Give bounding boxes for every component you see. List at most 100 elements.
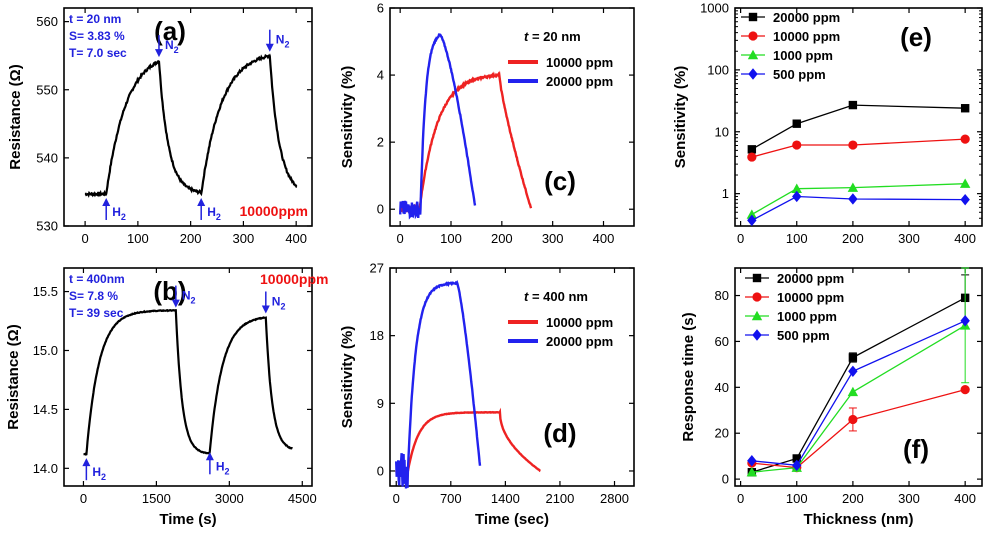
x-axis-label: Thickness (nm) [803, 511, 913, 528]
square-marker [747, 145, 757, 154]
triangle-marker [791, 183, 802, 193]
legend-label: 1000 ppm [773, 48, 833, 63]
plot-frame [63, 267, 313, 487]
circle-marker [748, 31, 758, 41]
legend-label: 10000 ppm [773, 29, 840, 44]
square-marker [848, 100, 858, 110]
series-line [751, 138, 966, 158]
panel-f-axes: 0 100 200 300 400 0 20 40 60 80 Response time (s) T… [680, 267, 983, 528]
y-tick-label: 550 [36, 82, 58, 97]
y-tick-label: 1 [722, 186, 729, 201]
n2-arrow-marker: N2 [154, 35, 179, 58]
x-tick-label: 300 [898, 231, 920, 246]
series-500-ppm [747, 315, 970, 472]
legend-title-var: t [524, 289, 529, 304]
y-tick-label: 80 [715, 288, 729, 303]
legend-title-rest: = 20 nm [528, 29, 580, 44]
gas-label: H2 [112, 205, 126, 222]
x-tick-label: 100 [786, 491, 808, 506]
y-axis-label: Sensitivity (%) [672, 66, 689, 169]
x-tick-label: 400 [593, 231, 615, 246]
arrow-down-icon [171, 299, 180, 308]
info-text: t = 400nm [69, 272, 125, 286]
x-tick-label: 4500 [288, 491, 317, 506]
x-tick-label: 300 [898, 491, 920, 506]
arrow-up-icon [205, 452, 214, 461]
panel-label: (d) [543, 418, 576, 448]
sensitivity-trace-20000-ppm [399, 33, 477, 220]
series-1000-ppm [746, 178, 971, 219]
circle-marker [960, 385, 970, 395]
diamond-marker [792, 459, 802, 472]
gas-label: H2 [207, 205, 221, 222]
resistance-trace [84, 53, 298, 198]
gas-label: H2 [216, 459, 230, 476]
circle-marker [752, 292, 762, 302]
info-text: t = 20 nm [69, 12, 121, 26]
arrow-down-icon [261, 305, 270, 314]
square-marker [792, 119, 801, 128]
x-tick-label: 100 [127, 231, 149, 246]
y-tick-label: 4 [377, 68, 384, 83]
gas-label: H2 [92, 465, 106, 482]
circle-marker [960, 134, 970, 144]
square-marker [792, 454, 801, 463]
y-axis-label: Resistance (Ω) [5, 324, 22, 429]
gas-subscript: 2 [216, 212, 221, 222]
gas-subscript: 2 [280, 301, 285, 311]
gas-label: N2 [272, 294, 286, 311]
y-tick-label: 20 [715, 426, 729, 441]
y-tick-label: 10 [715, 124, 729, 139]
y-tick-label: 530 [36, 219, 58, 234]
gas-label: N2 [276, 33, 290, 50]
triangle-marker [747, 49, 759, 60]
x-tick-label: 200 [842, 231, 864, 246]
y-tick-label: 100 [707, 62, 729, 77]
n2-arrow-marker: N2 [265, 29, 290, 52]
series-line [751, 320, 966, 466]
x-tick-label: 700 [440, 491, 462, 506]
x-tick-label: 200 [180, 231, 202, 246]
info-text: S= 3.83 % [69, 29, 125, 43]
legend-label: 500 ppm [777, 328, 830, 343]
y-tick-label: 0 [377, 202, 384, 217]
gas-subscript: 2 [174, 45, 179, 55]
circle-marker [747, 152, 757, 162]
series-line [751, 324, 966, 473]
y-tick-label: 9 [377, 396, 384, 411]
triangle-marker [746, 467, 758, 477]
plot-frame [389, 7, 635, 227]
y-axis-label: Sensitivity (%) [339, 66, 356, 169]
plot-frame [734, 267, 983, 487]
x-tick-label: 1500 [142, 491, 171, 506]
circle-marker [848, 140, 858, 150]
y-tick-label: 27 [370, 261, 384, 276]
concentration-label: 10000ppm [240, 203, 308, 219]
series-500-ppm [747, 190, 970, 227]
legend-label: 1000 ppm [777, 309, 837, 324]
diamond-marker [752, 329, 762, 341]
panel-c-axes: 0 100 200 300 400 0 2 4 6 Sensitivity (%) (c) [339, 1, 635, 246]
diamond-marker [960, 193, 970, 206]
x-tick-label: 100 [786, 231, 808, 246]
x-tick-label: 200 [842, 491, 864, 506]
triangle-marker [847, 386, 859, 397]
legend-label: 10000 ppm [546, 315, 613, 330]
h2-arrow-marker: H2 [197, 197, 221, 222]
h2-arrow-marker: H2 [82, 458, 106, 482]
plot-frame [734, 7, 983, 227]
resistance-trace [83, 308, 294, 456]
triangle-marker [751, 310, 763, 321]
legend-label: 500 ppm [773, 67, 826, 82]
gas-subscript: 2 [191, 296, 196, 306]
x-axis-label: Time (s) [159, 511, 216, 528]
series-10000-ppm [747, 385, 970, 473]
legend-title: t = 20 nm [524, 29, 581, 44]
plot-frame [63, 7, 313, 227]
diamond-marker [747, 214, 757, 227]
x-tick-label: 100 [440, 231, 462, 246]
y-axis-label: Sensitivity (%) [339, 326, 356, 429]
circle-marker [848, 414, 858, 425]
